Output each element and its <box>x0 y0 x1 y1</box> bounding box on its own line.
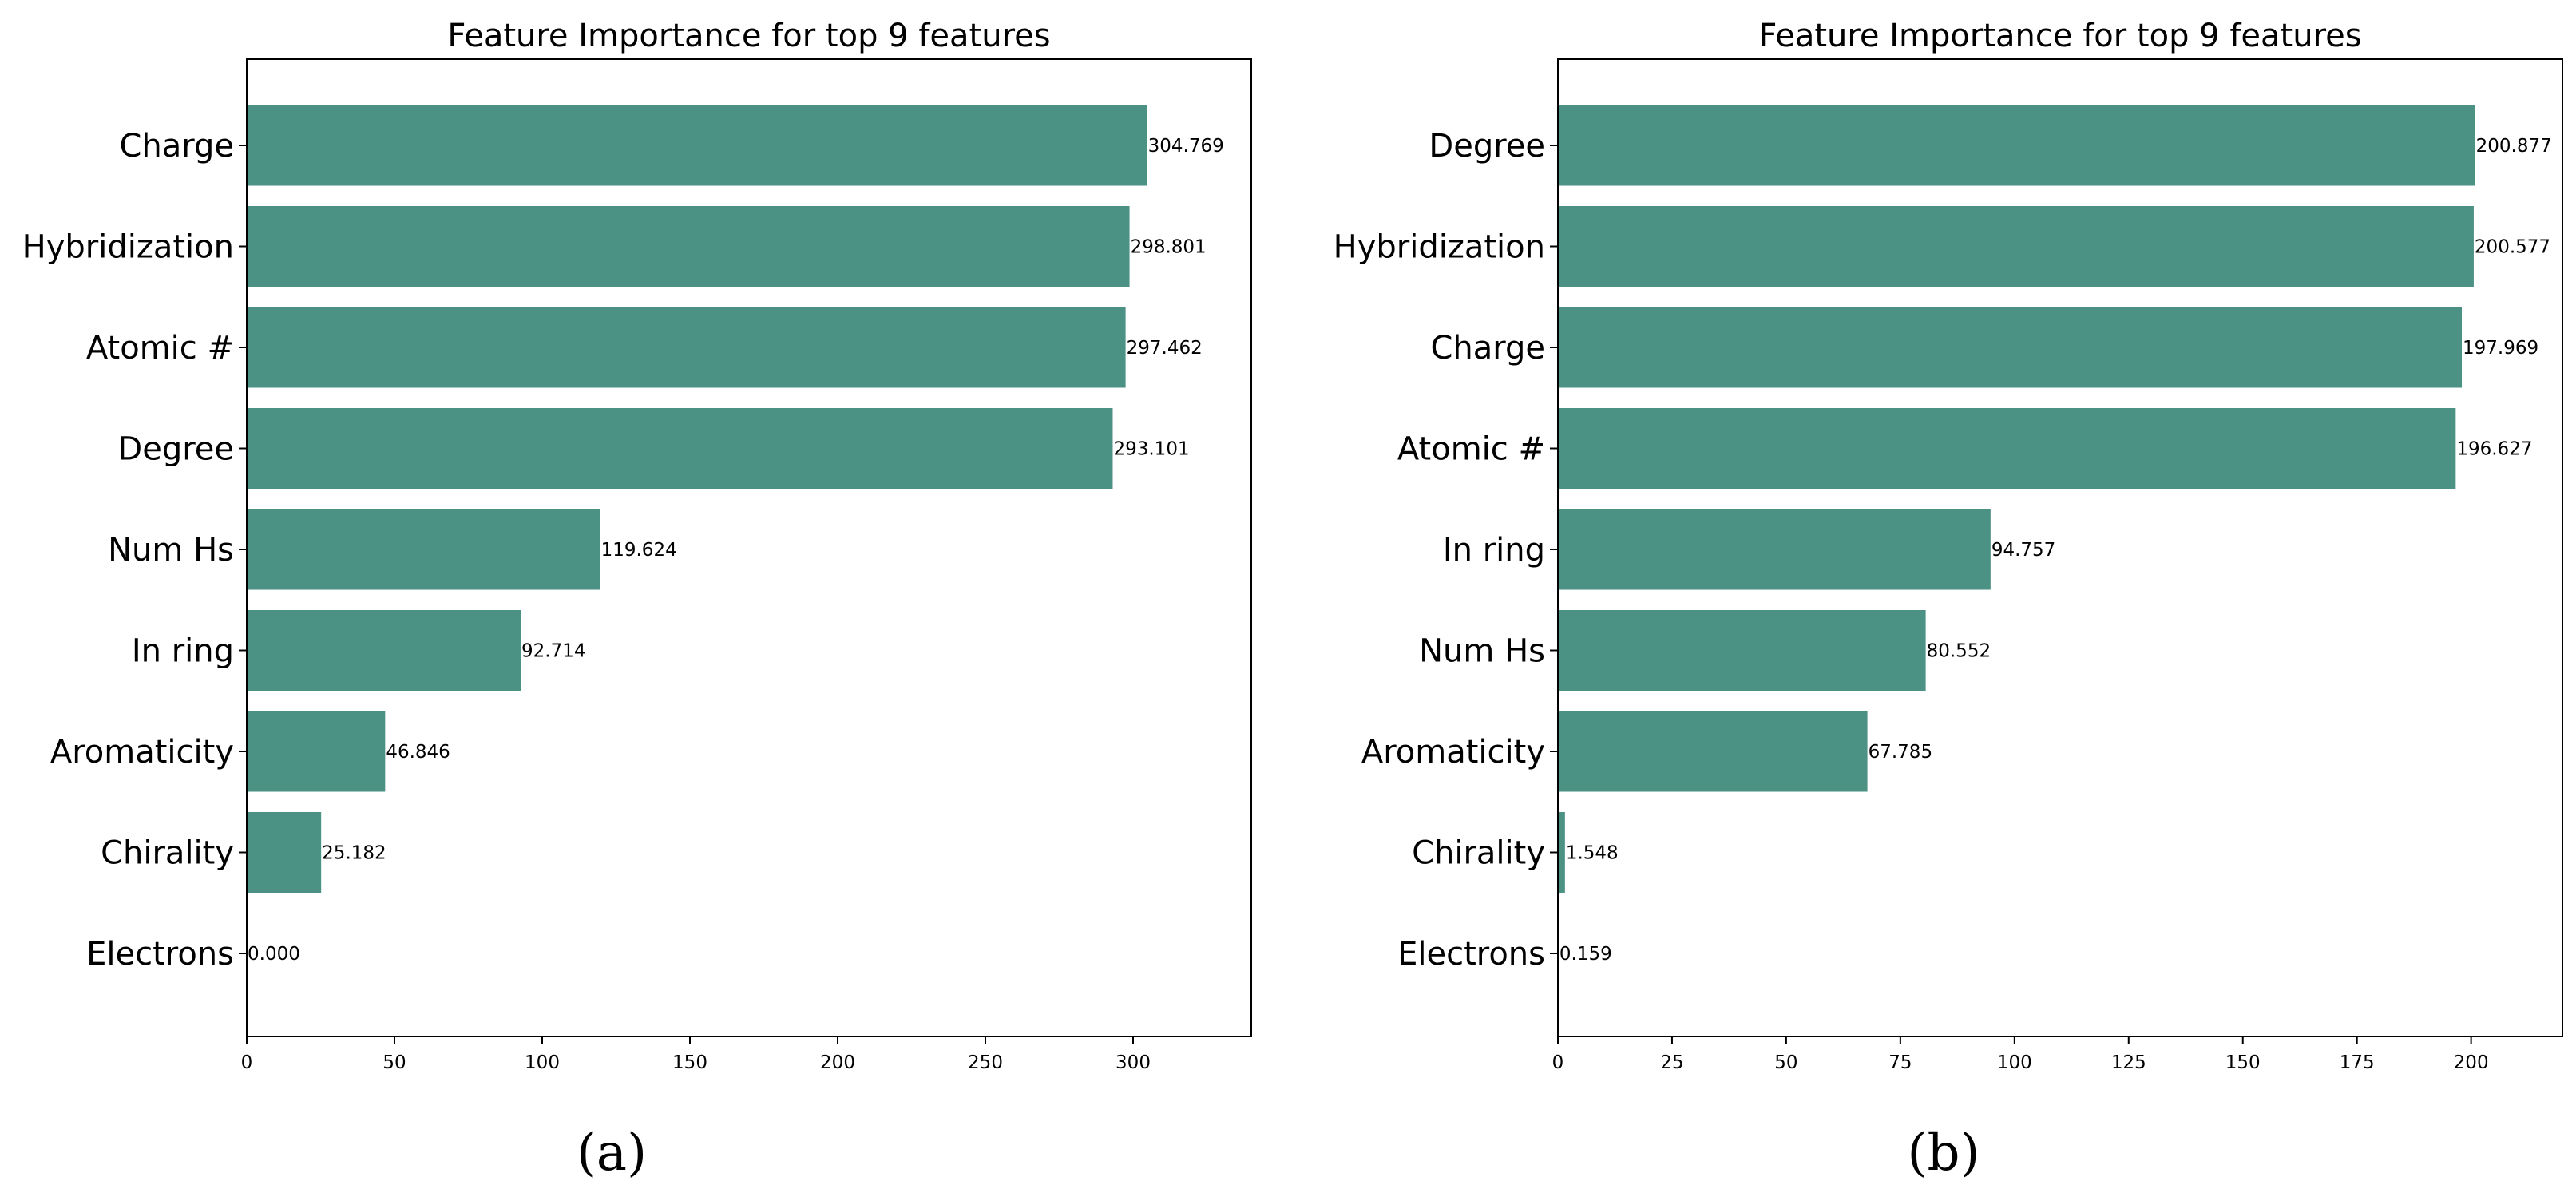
x-tick-label: 50 <box>1774 1052 1797 1073</box>
category-label: Num Hs <box>108 532 234 569</box>
chart-title: Feature Importance for top 9 features <box>1758 18 2361 54</box>
category-label: Electrons <box>86 936 234 973</box>
x-tick-label: 150 <box>2225 1052 2261 1073</box>
bar <box>247 408 1113 489</box>
chart-panels: Feature Importance for top 9 features Cha… <box>22 18 2563 1183</box>
value-label: 0.000 <box>248 944 300 965</box>
bar <box>1558 812 1565 893</box>
category-label: In ring <box>1443 532 1545 569</box>
value-label: 1.548 <box>1566 843 1619 864</box>
panel-label: (b) <box>1908 1124 1980 1183</box>
category-label: Atomic # <box>86 330 234 367</box>
x-tick-label: 0 <box>241 1052 253 1073</box>
x-tick-label: 150 <box>672 1052 707 1073</box>
value-label: 293.101 <box>1113 439 1189 460</box>
category-label: Aromaticity <box>1361 734 1545 771</box>
x-tick-label: 100 <box>525 1052 560 1073</box>
value-label: 200.877 <box>2476 136 2552 157</box>
category-label: Charge <box>119 128 234 164</box>
x-tick-label: 0 <box>1552 1052 1564 1073</box>
category-label: Chirality <box>101 835 234 872</box>
category-label: Electrons <box>1397 936 1545 973</box>
bar <box>1558 408 2456 489</box>
value-label: 67.785 <box>1869 742 1932 763</box>
value-label: 304.769 <box>1148 136 1224 157</box>
x-tick-label: 100 <box>1997 1052 2032 1073</box>
x-tick-label: 50 <box>382 1052 406 1073</box>
category-label: Aromaticity <box>50 734 234 771</box>
bar <box>247 307 1126 388</box>
value-label: 46.846 <box>386 742 450 763</box>
bar <box>1558 711 1868 792</box>
category-label: Num Hs <box>1419 633 1545 670</box>
chart-title: Feature Importance for top 9 features <box>447 18 1050 54</box>
bar <box>247 711 386 792</box>
bar <box>247 610 521 691</box>
bar <box>1558 610 1926 691</box>
chart-panel: Feature Importance for top 9 features Deg… <box>1334 18 2563 1183</box>
bar <box>1558 206 2474 287</box>
x-tick-label: 125 <box>2111 1052 2146 1073</box>
category-label: Degree <box>1429 128 1545 164</box>
value-label: 92.714 <box>521 641 585 662</box>
category-label: Chirality <box>1412 835 1545 872</box>
category-label: In ring <box>132 633 234 670</box>
chart-panel: Feature Importance for top 9 features Cha… <box>22 18 1252 1183</box>
bar <box>247 105 1147 186</box>
value-label: 119.624 <box>601 540 677 561</box>
bar <box>1558 509 1991 590</box>
x-tick-label: 25 <box>1660 1052 1683 1073</box>
value-label: 197.969 <box>2463 338 2538 359</box>
category-label: Degree <box>117 431 234 468</box>
value-label: 0.159 <box>1559 944 1612 965</box>
bar <box>247 509 600 590</box>
value-label: 200.577 <box>2475 237 2550 258</box>
panel-label: (a) <box>577 1124 647 1183</box>
bar <box>1558 307 2463 388</box>
value-label: 196.627 <box>2456 439 2532 460</box>
plot-frame <box>246 58 1252 1037</box>
plot-frame <box>1557 58 2563 1037</box>
x-tick-label: 250 <box>968 1052 1003 1073</box>
bar <box>247 812 322 893</box>
value-label: 297.462 <box>1127 338 1203 359</box>
value-label: 80.552 <box>1927 641 1991 662</box>
x-tick-label: 175 <box>2340 1052 2375 1073</box>
bar <box>1558 105 2475 186</box>
value-label: 94.757 <box>1991 540 2055 561</box>
category-label: Charge <box>1430 330 1545 367</box>
bar <box>247 206 1130 287</box>
value-label: 25.182 <box>322 843 386 864</box>
x-tick-label: 200 <box>820 1052 855 1073</box>
value-label: 298.801 <box>1131 237 1207 258</box>
category-label: Hybridization <box>22 229 234 266</box>
x-tick-label: 200 <box>2454 1052 2489 1073</box>
x-tick-label: 75 <box>1888 1052 1912 1073</box>
category-label: Hybridization <box>1334 229 1545 266</box>
category-label: Atomic # <box>1397 431 1545 468</box>
x-tick-label: 300 <box>1116 1052 1151 1073</box>
